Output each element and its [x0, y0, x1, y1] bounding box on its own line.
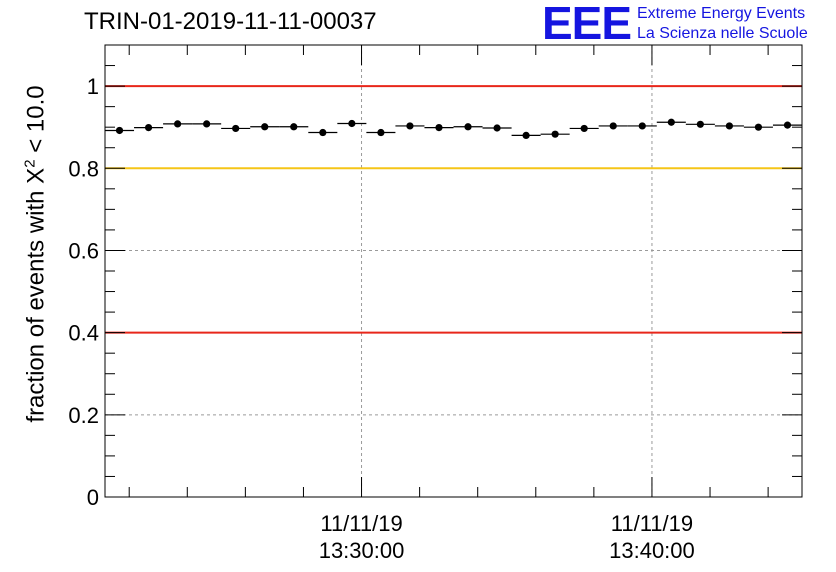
y-tick-label: 1: [87, 74, 99, 99]
x-tick-label-time: 13:40:00: [609, 538, 695, 563]
x-tick-label-time: 13:30:00: [319, 538, 405, 563]
data-point: [725, 122, 733, 130]
data-point: [319, 128, 327, 137]
data-point: [203, 120, 211, 128]
data-point: [522, 131, 530, 139]
data-point: [754, 123, 763, 131]
logo-line-1: Extreme Energy Events: [637, 5, 806, 22]
data-point: [115, 126, 124, 135]
plot-frame: [104, 44, 803, 498]
data-point: [377, 128, 385, 137]
tick-labels: 00.20.40.60.8111/11/1913:30:0011/11/1913…: [68, 74, 694, 563]
y-tick-label: 0.2: [68, 403, 99, 428]
data-point: [144, 123, 153, 132]
y-tick-label: 0.8: [68, 156, 99, 181]
data-point: [232, 124, 240, 133]
x-tick-label-date: 11/11/19: [320, 511, 402, 536]
data-point: [609, 122, 617, 130]
y-tick-label: 0: [87, 485, 99, 510]
y-tick-label: 0.4: [68, 321, 99, 346]
grid: [105, 45, 802, 497]
data-point: [696, 120, 704, 128]
data-point: [406, 122, 414, 130]
data-point: [261, 123, 269, 131]
logo-mark: EEE: [542, 0, 632, 49]
data-point: [464, 123, 472, 131]
x-tick-label-date: 11/11/19: [611, 511, 693, 536]
axis-ticks: [105, 45, 802, 498]
data-point: [667, 118, 675, 126]
eee-logo: EEE Extreme Energy Events La Scienza nel…: [542, 0, 832, 49]
chart-title: TRIN-01-2019-11-11-00037: [84, 8, 377, 35]
data-point: [174, 120, 182, 128]
data-points: [105, 118, 802, 139]
data-point: [783, 121, 792, 129]
data-point: [638, 122, 646, 130]
logo-line-2: La Scienza nelle Scuole: [637, 25, 808, 42]
y-axis-label: fraction of events with X2 < 10.0: [22, 85, 51, 422]
y-axis-label-suffix: < 10.0: [22, 85, 50, 160]
data-point: [493, 124, 501, 132]
data-point: [435, 123, 443, 132]
data-point: [580, 124, 588, 133]
data-point: [290, 123, 298, 131]
reference-lines: [105, 85, 802, 334]
data-point: [551, 130, 559, 138]
y-axis-label-superscript: 2: [21, 159, 39, 168]
data-point: [348, 119, 356, 128]
y-tick-label: 0.6: [68, 238, 99, 263]
y-axis-label-text: fraction of events with X: [22, 167, 50, 423]
